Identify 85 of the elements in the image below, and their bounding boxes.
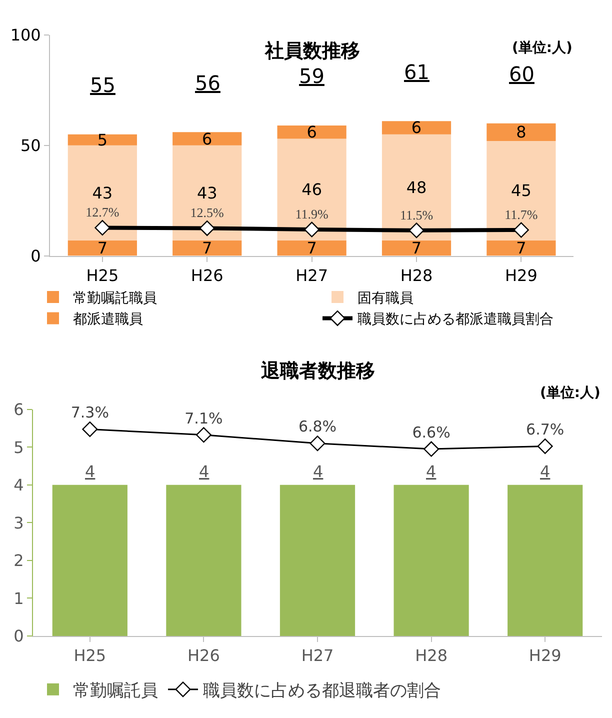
x-tick-label: H26 — [188, 646, 220, 666]
legend-label: 都派遣職員 — [73, 312, 143, 328]
y-tick-label: 0 — [14, 626, 24, 646]
data-label: 8 — [516, 122, 526, 142]
data-label: 6 — [306, 122, 317, 142]
y-tick-label: 0 — [30, 246, 41, 266]
bar — [382, 240, 452, 256]
total-label: 61 — [404, 60, 430, 84]
data-label: 11.9% — [295, 206, 329, 222]
data-label: 45 — [511, 181, 532, 200]
data-label: 6 — [202, 129, 212, 148]
x-tick-label: H28 — [400, 266, 433, 285]
x-tick-label: H29 — [505, 266, 538, 285]
bar — [172, 145, 242, 240]
x-tick-label: H27 — [301, 646, 334, 666]
bar — [486, 140, 556, 240]
total-label: 4 — [85, 462, 96, 481]
data-label: 11.5% — [400, 207, 434, 222]
data-label: 11.7% — [504, 206, 538, 222]
data-label: 7 — [97, 238, 108, 258]
y-tick-label: 4 — [14, 476, 24, 495]
data-label: 46 — [302, 180, 322, 200]
y-tick-label: 2 — [14, 551, 24, 570]
y-tick-label: 100 — [10, 26, 41, 45]
total-label: 55 — [90, 73, 116, 97]
data-label: 6 — [411, 118, 422, 138]
bar — [486, 123, 556, 141]
data-label: 48 — [406, 178, 427, 197]
data-label: 6.8% — [298, 418, 337, 436]
total-label: 56 — [195, 71, 220, 95]
data-label: 43 — [196, 183, 218, 202]
bar — [68, 240, 137, 256]
bar — [68, 145, 137, 240]
annotation: (単位:人) — [512, 40, 572, 56]
point — [537, 438, 553, 454]
total-label: 59 — [299, 64, 324, 88]
total-label: 4 — [313, 462, 324, 481]
chart-title: 社員数推移 — [264, 40, 360, 62]
y-tick-label: 6 — [14, 400, 24, 419]
data-label: 12.5% — [190, 205, 224, 220]
data-label: 7.1% — [184, 409, 223, 428]
x-tick-label: H26 — [190, 266, 224, 285]
x-tick-label: H29 — [528, 646, 562, 666]
data-label: 7 — [411, 238, 422, 258]
point — [82, 421, 98, 437]
x-tick-label: H27 — [296, 266, 328, 285]
total-label: 4 — [199, 462, 210, 481]
total-label: 60 — [509, 62, 534, 86]
y-tick-label: 5 — [14, 438, 24, 457]
x-tick-label: H25 — [74, 646, 106, 666]
legend-label: 職員数に占める都派遣職員割合 — [358, 312, 554, 328]
bar — [277, 126, 346, 139]
bar — [68, 134, 137, 146]
legend-label: 固有職員 — [358, 290, 414, 306]
legend-label: 常勤嘱託職員 — [73, 290, 157, 306]
point — [310, 436, 326, 452]
bar — [277, 138, 346, 240]
data-label: 5 — [97, 130, 108, 150]
data-label: 43 — [92, 183, 113, 202]
bar — [486, 240, 556, 256]
y-tick-label: 1 — [14, 588, 24, 608]
data-label: 6.7% — [526, 420, 564, 439]
legend-label: 職員数に占める都退職者の割合 — [203, 680, 441, 701]
y-tick-label: 50 — [20, 136, 41, 155]
x-tick-label: H28 — [415, 646, 448, 666]
data-label: 7.3% — [70, 404, 109, 422]
y-tick-label: 3 — [14, 513, 24, 532]
bar — [172, 240, 242, 256]
point — [424, 441, 440, 457]
point — [196, 427, 212, 443]
legend-label: 常勤嘱託員 — [73, 680, 158, 701]
data-label: 7 — [202, 238, 212, 258]
total-label: 4 — [540, 462, 550, 481]
bar — [382, 134, 452, 240]
chart-title: 退職者数推移 — [260, 360, 375, 382]
bar — [382, 121, 452, 134]
data-label: 7 — [306, 238, 317, 258]
x-tick-label: H25 — [86, 266, 119, 285]
bar — [277, 240, 346, 256]
bar — [172, 132, 242, 146]
data-label: 6.6% — [412, 423, 450, 442]
total-label: 4 — [426, 462, 436, 481]
data-label: 12.7% — [86, 204, 120, 220]
text: (単位:人) — [540, 385, 600, 401]
data-label: 7 — [516, 238, 526, 258]
